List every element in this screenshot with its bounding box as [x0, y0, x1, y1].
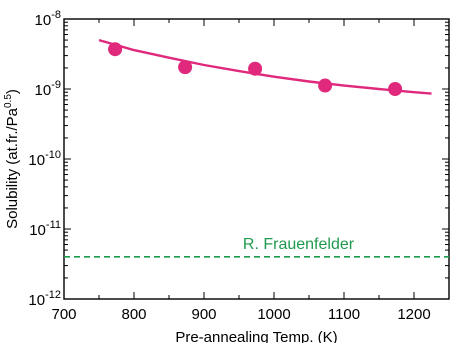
- x-tick-label: 700: [51, 306, 76, 323]
- y-tick-label: 10-9: [35, 79, 61, 99]
- reference-label: R. Frauenfelder: [243, 236, 355, 253]
- y-tick-exponent: -12: [45, 289, 61, 301]
- data-point: [178, 60, 193, 75]
- y-tick-label: 10-11: [29, 219, 61, 239]
- y-tick-label: 10-10: [28, 149, 61, 169]
- x-axis-title: Pre-annealing Temp. (K): [175, 329, 337, 343]
- x-tick-label: 800: [121, 306, 146, 323]
- data-point: [318, 78, 333, 93]
- y-tick-label: 10-8: [35, 9, 61, 29]
- y-tick-exponent: -11: [46, 219, 61, 231]
- y-tick-exponent: -9: [51, 79, 61, 91]
- y-tick-base: 10: [28, 152, 45, 169]
- x-tick-label: 1100: [328, 306, 360, 323]
- y-tick-exponent: -8: [51, 9, 61, 21]
- y-axis-title-end: ): [4, 89, 21, 94]
- x-tick-label: 900: [191, 306, 216, 323]
- fit-curve: [98, 38, 432, 95]
- data-point: [388, 82, 403, 96]
- y-tick-exponent: -10: [45, 149, 61, 161]
- y-tick-base: 10: [29, 222, 46, 239]
- y-axis-title: Solubility (at.fr./Pa0.5): [3, 89, 21, 229]
- y-tick-label: 10-12: [28, 289, 61, 309]
- axes: 700 800 900 1000 1100 120010-1210-1110-1010-9…: [28, 9, 450, 323]
- y-tick-base: 10: [28, 292, 45, 309]
- y-tick-base: 10: [35, 82, 52, 99]
- y-tick-base: 10: [35, 12, 52, 29]
- x-tick-label: 1200: [397, 306, 430, 323]
- y-axis-title-main: Solubility (at.fr./Pa: [4, 107, 21, 229]
- chart-marks: [64, 38, 449, 258]
- x-tick-label: 1000: [257, 306, 290, 323]
- data-point: [108, 42, 123, 57]
- data-point: [248, 61, 263, 76]
- y-axis-title-superscript: 0.5: [3, 94, 14, 108]
